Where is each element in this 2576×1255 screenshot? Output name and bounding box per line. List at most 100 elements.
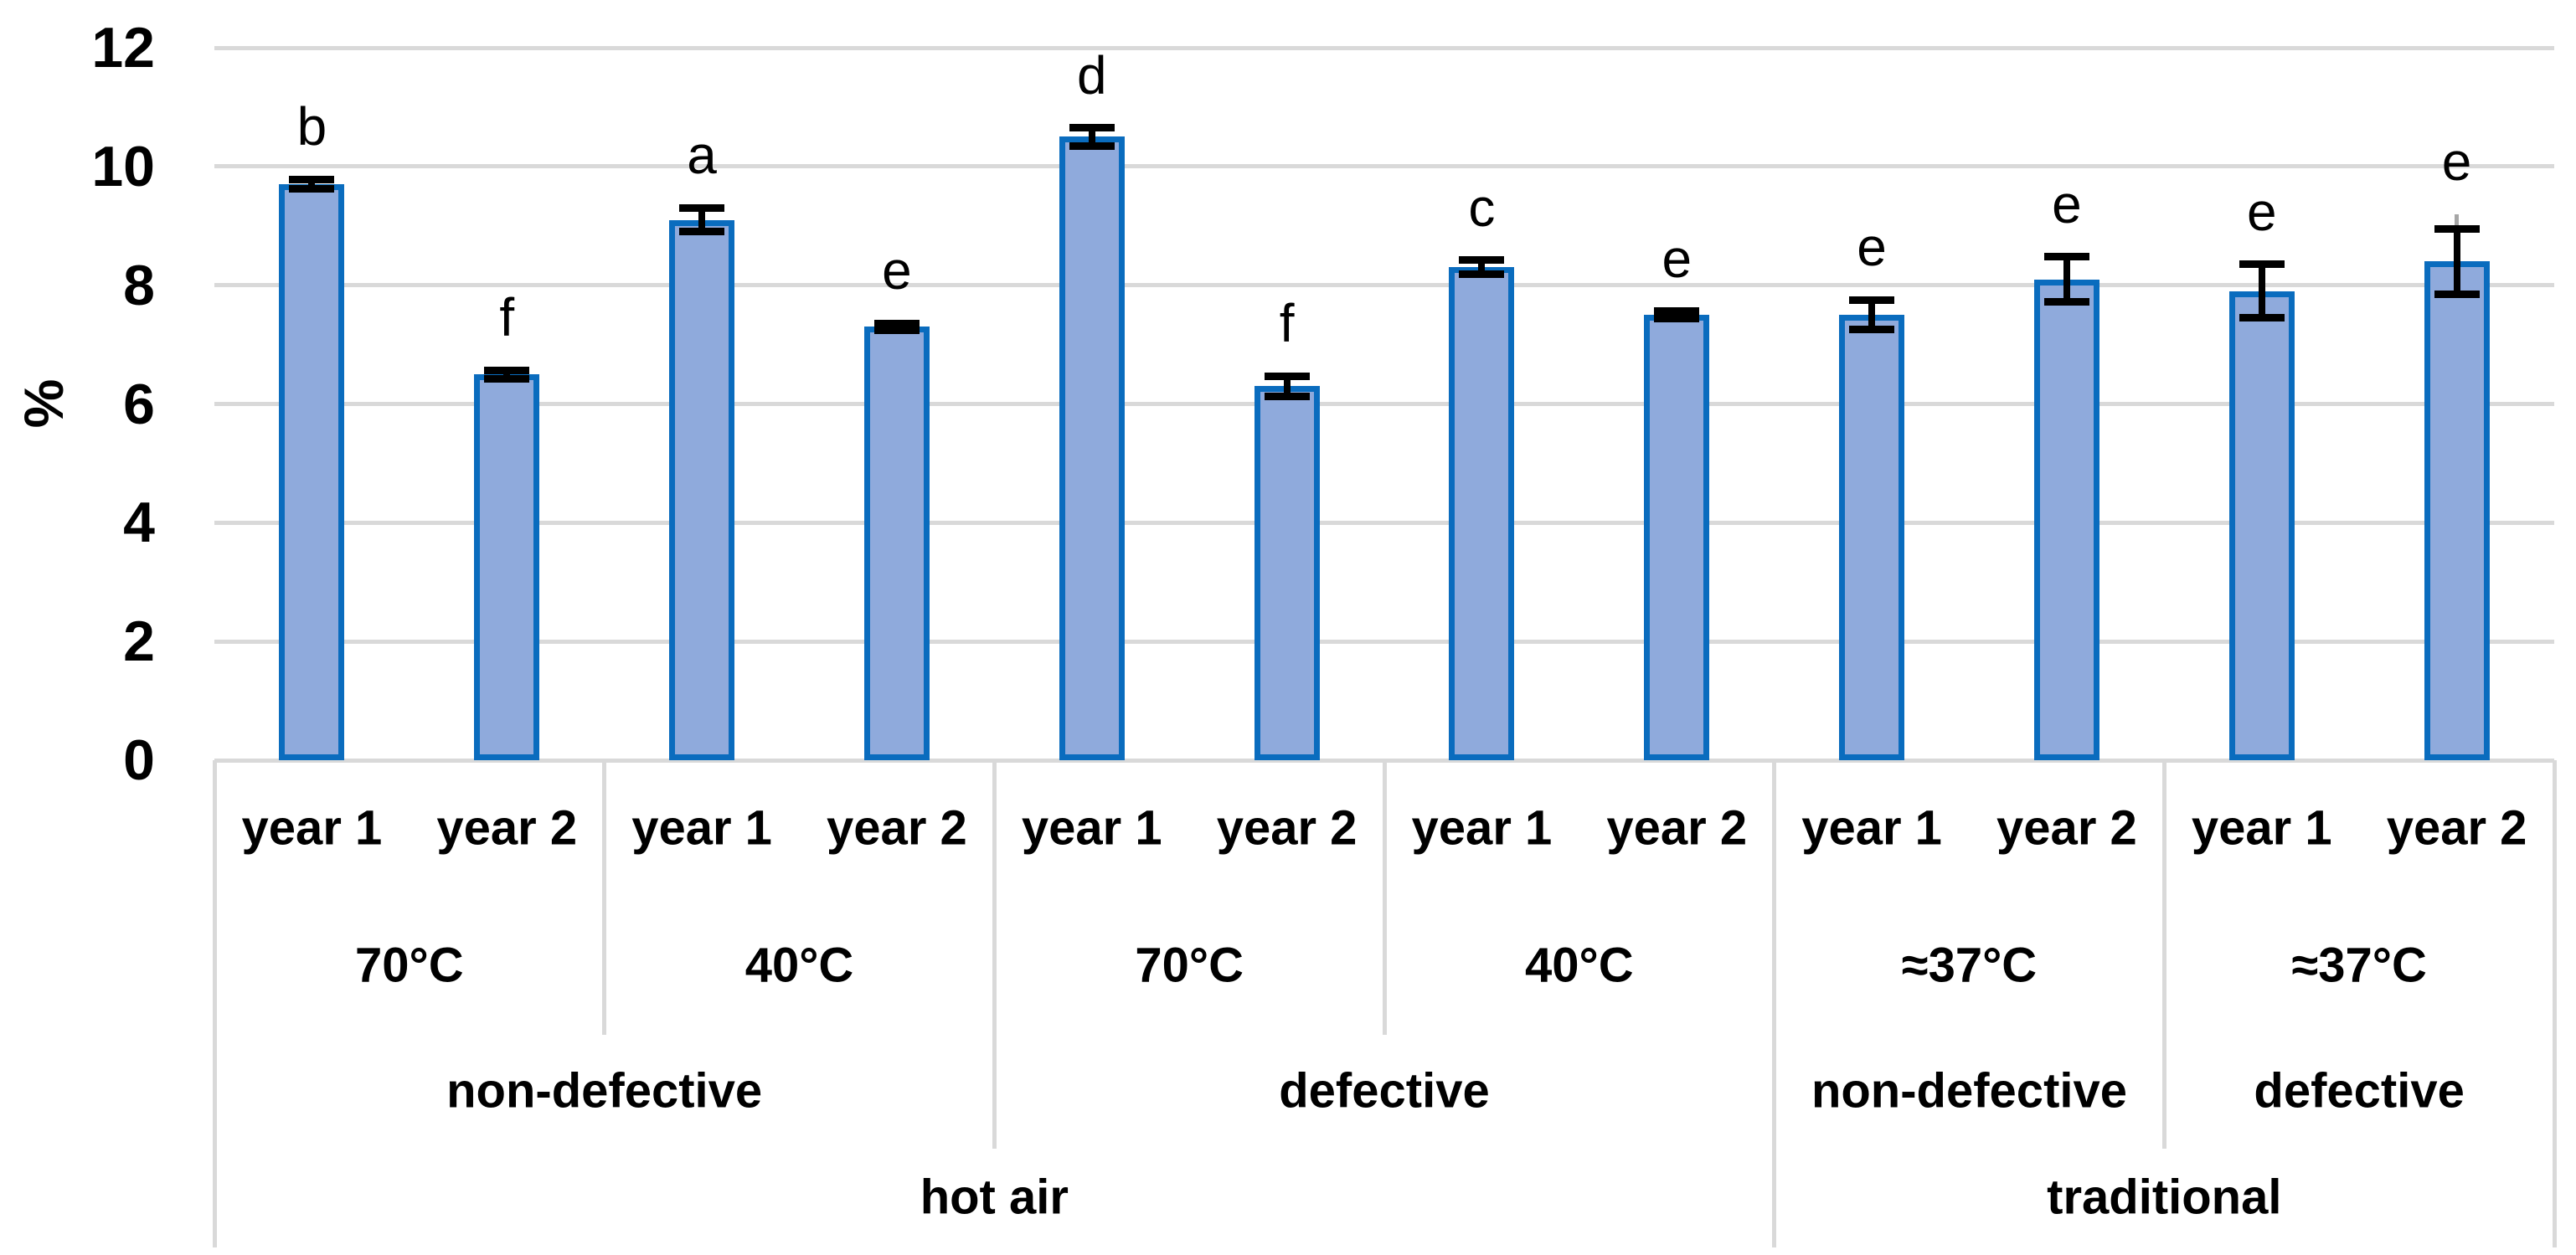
table-border-left xyxy=(212,760,217,1247)
bar-1 xyxy=(279,184,345,760)
gridline-8 xyxy=(214,283,2554,288)
bar-7 xyxy=(1449,267,1515,760)
x-label-year-1: year 1 xyxy=(241,800,383,856)
y-tick-label-8: 8 xyxy=(123,253,155,317)
table-border-group-1 xyxy=(602,760,607,1035)
x-label-method-2: traditional xyxy=(2047,1170,2282,1225)
y-tick-label-10: 10 xyxy=(91,134,155,198)
error-bar-11 xyxy=(2258,264,2265,318)
x-label-method-1: hot air xyxy=(920,1170,1069,1225)
error-cap-bottom-2 xyxy=(484,374,530,383)
x-label-year-8: year 2 xyxy=(1606,800,1748,856)
error-bar-9 xyxy=(1868,300,1876,330)
error-cap-top-5 xyxy=(1069,124,1115,132)
error-bar-2 xyxy=(503,370,511,378)
x-label-year-10: year 2 xyxy=(1996,800,2137,856)
error-bar-5 xyxy=(1088,127,1095,146)
significance-letter-8: e xyxy=(1662,228,1692,289)
table-border-defect-2 xyxy=(2161,760,2166,1149)
error-bar-7 xyxy=(1478,260,1486,275)
x-label-temperature-1: 70°C xyxy=(355,938,464,993)
x-label-defect-3: non-defective xyxy=(1811,1063,2128,1119)
error-cap-top-1 xyxy=(289,175,335,183)
gridline-10 xyxy=(214,164,2554,169)
y-tick-label-6: 6 xyxy=(123,372,155,436)
error-cap-top-10 xyxy=(2043,253,2089,261)
error-cap-top-2 xyxy=(484,366,530,374)
bar-10 xyxy=(2033,279,2099,760)
bar-5 xyxy=(1059,136,1125,760)
y-tick-label-12: 12 xyxy=(91,16,155,80)
bar-3 xyxy=(669,219,735,760)
error-bar-3 xyxy=(698,208,706,232)
x-label-year-6: year 2 xyxy=(1216,800,1358,856)
error-cap-top-7 xyxy=(1459,256,1505,265)
error-cap-bottom-12 xyxy=(2434,290,2480,298)
error-bar-10 xyxy=(2063,256,2070,302)
error-cap-bottom-7 xyxy=(1459,270,1505,279)
bar-11 xyxy=(2228,291,2295,760)
significance-letter-3: a xyxy=(687,125,717,186)
error-cap-bottom-10 xyxy=(2043,298,2089,306)
x-label-year-5: year 1 xyxy=(1021,800,1162,856)
x-label-year-12: year 2 xyxy=(2386,800,2527,856)
table-border-group-2 xyxy=(1382,760,1387,1035)
gridline-6 xyxy=(214,402,2554,406)
error-cap-top-4 xyxy=(873,319,920,327)
x-label-temperature-5: ≈37°C xyxy=(1901,938,2038,993)
significance-letter-10: e xyxy=(2052,173,2082,234)
x-label-year-9: year 1 xyxy=(1801,800,1942,856)
error-cap-bottom-9 xyxy=(1849,326,1895,334)
significance-letter-11: e xyxy=(2246,181,2277,242)
x-label-temperature-2: 40°C xyxy=(744,938,854,993)
error-cap-top-6 xyxy=(1264,372,1310,380)
error-cap-top-8 xyxy=(1654,307,1700,316)
table-border-defect-1 xyxy=(992,760,997,1149)
error-cap-bottom-1 xyxy=(289,185,335,193)
error-cap-bottom-11 xyxy=(2239,314,2285,322)
error-bar-12 xyxy=(2453,229,2460,295)
error-cap-top-12 xyxy=(2434,224,2480,233)
bar-8 xyxy=(1644,315,1710,760)
significance-letter-7: c xyxy=(1468,177,1496,238)
table-border-method xyxy=(1772,760,1777,1247)
x-label-year-11: year 1 xyxy=(2191,800,2332,856)
error-cap-bottom-8 xyxy=(1654,314,1700,322)
x-label-temperature-4: 40°C xyxy=(1525,938,1634,993)
error-cap-bottom-5 xyxy=(1069,141,1115,150)
y-tick-label-0: 0 xyxy=(123,728,155,792)
error-cap-bottom-4 xyxy=(873,327,920,335)
y-tick-label-4: 4 xyxy=(123,491,155,555)
error-bar-1 xyxy=(308,179,316,189)
x-label-defect-2: defective xyxy=(1279,1063,1490,1119)
error-bar-6 xyxy=(1283,376,1291,397)
significance-letter-1: b xyxy=(296,96,327,157)
significance-letter-4: e xyxy=(882,240,912,301)
bar-12 xyxy=(2424,261,2490,760)
x-label-year-2: year 2 xyxy=(436,800,578,856)
gridline-2 xyxy=(214,639,2554,644)
bar-6 xyxy=(1254,386,1320,760)
x-label-year-3: year 1 xyxy=(631,800,772,856)
table-border-right xyxy=(2552,760,2557,1247)
bar-9 xyxy=(1839,315,1905,760)
error-cap-top-11 xyxy=(2239,260,2285,269)
bar-4 xyxy=(863,327,930,760)
x-label-temperature-6: ≈37°C xyxy=(2291,938,2427,993)
gridline-4 xyxy=(214,520,2554,525)
significance-letter-2: f xyxy=(499,287,515,348)
gridline-12 xyxy=(214,45,2554,50)
y-tick-label-2: 2 xyxy=(123,609,155,674)
x-label-temperature-3: 70°C xyxy=(1135,938,1244,993)
error-cap-top-3 xyxy=(679,203,725,212)
error-cap-bottom-6 xyxy=(1264,392,1310,400)
bar-2 xyxy=(474,374,540,760)
significance-letter-9: e xyxy=(1857,217,1887,278)
significance-letter-12: e xyxy=(2441,131,2472,192)
significance-letter-6: f xyxy=(1279,293,1295,354)
error-cap-top-9 xyxy=(1849,296,1895,304)
x-label-year-4: year 2 xyxy=(827,800,967,856)
x-label-defect-4: defective xyxy=(2254,1063,2465,1119)
x-label-defect-1: non-defective xyxy=(446,1063,763,1119)
